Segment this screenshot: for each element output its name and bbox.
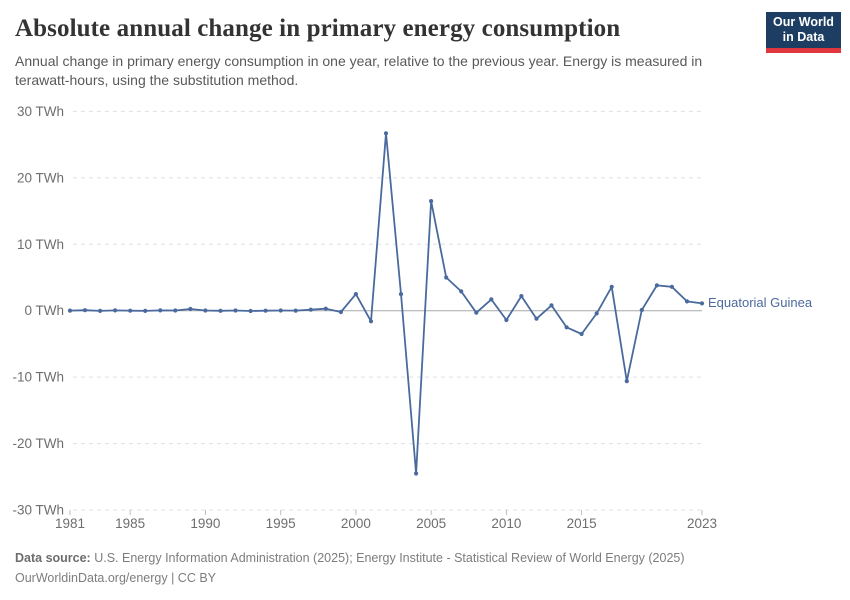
- x-tick-label: 2005: [416, 516, 446, 531]
- y-tick-label: -10 TWh: [12, 370, 64, 385]
- data-point[interactable]: [639, 307, 644, 313]
- data-point[interactable]: [67, 308, 73, 313]
- data-point[interactable]: [579, 331, 584, 337]
- data-point[interactable]: [143, 308, 148, 313]
- data-point[interactable]: [398, 292, 404, 297]
- data-point[interactable]: [609, 284, 614, 289]
- y-tick-label: -30 TWh: [12, 503, 64, 518]
- data-point[interactable]: [113, 308, 118, 313]
- y-tick-label: 10 TWh: [17, 237, 64, 252]
- data-point[interactable]: [218, 308, 223, 313]
- series-line-equatorial-guinea[interactable]: [69, 132, 703, 475]
- y-tick-label: 20 TWh: [17, 170, 64, 185]
- data-point[interactable]: [429, 199, 434, 204]
- data-point[interactable]: [173, 308, 178, 313]
- chart-subtitle: Annual change in primary energy consumpt…: [15, 53, 703, 88]
- data-point[interactable]: [414, 471, 419, 476]
- data-point[interactable]: [489, 297, 494, 302]
- data-point[interactable]: [564, 325, 569, 330]
- datasource-text: U.S. Energy Information Administration (…: [90, 551, 685, 565]
- data-point[interactable]: [158, 308, 163, 313]
- datasource-label: Data source:: [15, 551, 91, 565]
- data-point[interactable]: [263, 308, 268, 313]
- y-tick-label: 30 TWh: [17, 104, 64, 119]
- data-point[interactable]: [444, 275, 449, 280]
- data-point[interactable]: [519, 294, 524, 299]
- data-point[interactable]: [594, 311, 599, 316]
- data-point[interactable]: [368, 319, 374, 324]
- data-point[interactable]: [474, 310, 479, 315]
- x-tick-label: 2023: [687, 516, 717, 531]
- y-tick-label: -20 TWh: [12, 436, 64, 451]
- data-point[interactable]: [98, 308, 103, 313]
- chart-footer: Data source: U.S. Energy Information Adm…: [15, 548, 815, 588]
- x-tick-label: 1981: [55, 516, 85, 531]
- x-tick-label: 1990: [190, 516, 220, 531]
- license-line: OurWorldinData.org/energy | CC BY: [15, 571, 217, 585]
- data-point[interactable]: [233, 308, 238, 313]
- y-tick-label: 0 TWh: [24, 303, 64, 318]
- owid-logo-line1: Our World: [773, 15, 834, 29]
- data-point[interactable]: [624, 379, 629, 384]
- x-tick-label: 2000: [341, 516, 371, 531]
- entity-label[interactable]: Equatorial Guinea: [708, 295, 813, 311]
- data-point[interactable]: [128, 308, 133, 313]
- x-tick-label: 2010: [491, 516, 521, 531]
- data-point[interactable]: [504, 317, 509, 323]
- data-point[interactable]: [684, 299, 690, 304]
- data-point[interactable]: [534, 316, 539, 321]
- data-point[interactable]: [383, 131, 389, 136]
- data-point[interactable]: [353, 292, 358, 297]
- data-point[interactable]: [669, 284, 675, 289]
- owid-logo[interactable]: Our World in Data: [766, 12, 841, 53]
- data-point[interactable]: [278, 308, 283, 313]
- data-point[interactable]: [82, 308, 88, 313]
- datasource-line: Data source: U.S. Energy Information Adm…: [15, 548, 815, 568]
- data-point[interactable]: [188, 306, 193, 312]
- data-point[interactable]: [248, 308, 253, 314]
- data-point[interactable]: [293, 308, 298, 313]
- owid-logo-line2: in Data: [782, 30, 825, 44]
- data-point[interactable]: [654, 283, 660, 288]
- page-title: Absolute annual change in primary energy…: [15, 15, 621, 42]
- x-tick-label: 2015: [567, 516, 597, 531]
- data-point[interactable]: [459, 289, 464, 294]
- data-point[interactable]: [549, 303, 554, 308]
- data-point[interactable]: [699, 301, 705, 306]
- data-point[interactable]: [323, 306, 328, 311]
- x-tick-label: 1995: [266, 516, 296, 531]
- x-tick-label: 1985: [115, 516, 145, 531]
- data-point[interactable]: [308, 307, 313, 312]
- data-point[interactable]: [203, 308, 208, 313]
- data-point[interactable]: [338, 309, 343, 315]
